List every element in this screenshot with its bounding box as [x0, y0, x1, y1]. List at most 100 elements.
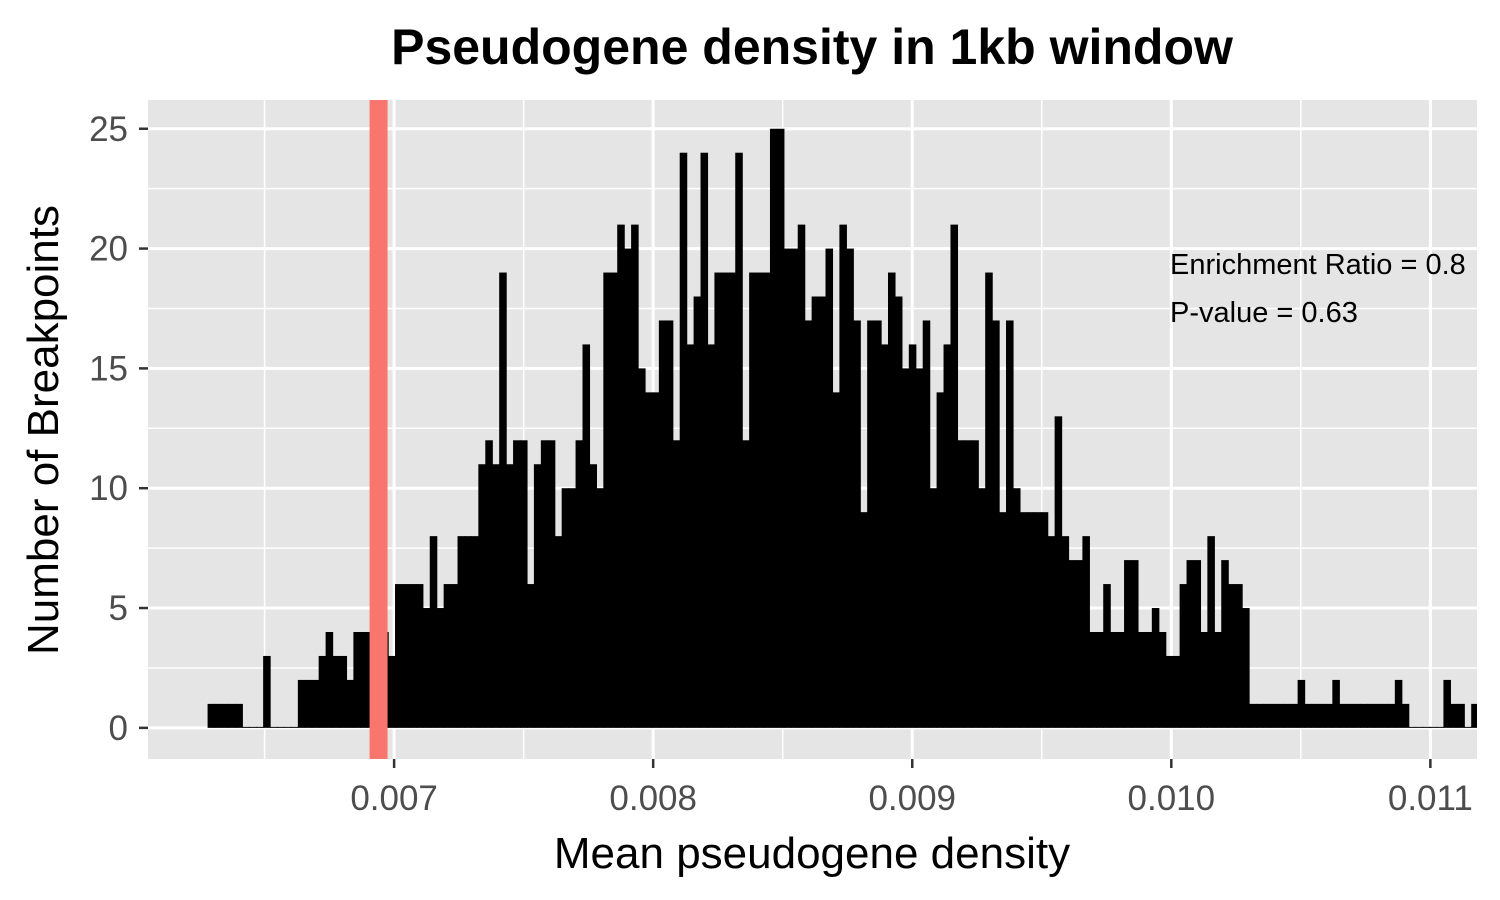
histogram-bar — [1075, 560, 1083, 728]
x-tick-label: 0.011 — [1388, 779, 1473, 818]
histogram-bar — [1276, 703, 1285, 728]
histogram-bar — [1353, 703, 1361, 728]
histogram-bar — [1443, 679, 1451, 728]
histogram-bar — [1318, 703, 1326, 728]
x-tick-label: 0.007 — [350, 779, 438, 818]
histogram-bar — [776, 128, 785, 728]
histogram-bar — [790, 248, 799, 728]
histogram-bar — [506, 464, 514, 728]
histogram-bar — [450, 584, 459, 728]
histogram-bar — [1450, 703, 1458, 728]
histogram-bar — [388, 655, 396, 728]
y-axis-title: Number of Breakpoints — [19, 205, 68, 655]
histogram-bar — [1006, 320, 1014, 728]
observed-value-line — [369, 100, 388, 759]
histogram-bar — [1172, 655, 1181, 728]
histogram-bar — [1346, 703, 1354, 728]
histogram-bar — [825, 248, 834, 728]
histogram-bar — [887, 272, 896, 728]
histogram-bar — [1422, 726, 1431, 728]
y-tick-label: 15 — [89, 349, 128, 388]
histogram-bar — [1269, 703, 1278, 728]
histogram-bar — [1096, 631, 1104, 728]
histogram-bar — [290, 726, 299, 728]
histogram-bar — [742, 440, 750, 728]
histogram-bar — [513, 440, 521, 728]
histogram-bar — [1082, 536, 1090, 728]
histogram-bars — [207, 128, 1479, 728]
x-axis-title: Mean pseudogene density — [554, 829, 1070, 878]
histogram-bar — [1408, 726, 1417, 728]
histogram-bar — [1047, 536, 1056, 728]
histogram-bar — [1360, 703, 1368, 728]
histogram-bar — [874, 320, 882, 728]
histogram-bar — [214, 703, 223, 728]
histogram-bar — [700, 152, 709, 728]
histogram-bar — [603, 272, 611, 728]
histogram-bar — [464, 536, 473, 728]
histogram-bar — [207, 703, 216, 728]
histogram-bar — [957, 440, 965, 728]
histogram-bar — [818, 296, 827, 728]
histogram-bar — [1200, 631, 1208, 728]
histogram-bar — [1380, 703, 1389, 728]
histogram-bar — [860, 512, 868, 728]
histogram-bar — [582, 344, 591, 728]
histogram-bar — [1110, 631, 1118, 728]
histogram-bar — [728, 272, 736, 728]
histogram-bar — [1179, 584, 1188, 728]
histogram-bar — [277, 726, 285, 728]
histogram-bar — [228, 703, 236, 728]
histogram-bar — [693, 296, 702, 728]
histogram-bar — [631, 224, 639, 728]
histogram-bar — [429, 536, 438, 728]
chart-title: Pseudogene density in 1kb window — [391, 19, 1233, 75]
histogram-bar — [971, 440, 979, 728]
histogram-bar — [686, 344, 695, 728]
histogram-bar — [1103, 584, 1111, 728]
histogram-bar — [943, 344, 952, 728]
histogram-bar — [589, 464, 597, 728]
histogram-bar — [721, 272, 729, 728]
histogram-bar — [408, 584, 417, 728]
histogram-bar — [894, 296, 903, 728]
histogram-bar — [304, 679, 313, 728]
histogram-bar — [478, 464, 486, 728]
histogram-bar — [1012, 488, 1021, 728]
histogram-bar — [978, 488, 986, 728]
histogram-bar — [1033, 512, 1042, 728]
histogram-bar — [999, 512, 1007, 728]
histogram-bar — [1262, 703, 1271, 728]
histogram-bar — [575, 440, 584, 728]
histogram-bar — [1401, 703, 1410, 728]
histogram-bar — [964, 440, 972, 728]
histogram-bar — [1040, 512, 1049, 728]
histogram-bar — [235, 703, 243, 728]
histogram-bar — [929, 488, 938, 728]
histogram-bar — [533, 464, 542, 728]
histogram-bar — [1373, 703, 1382, 728]
histogram-bar — [651, 392, 660, 728]
histogram-bar — [644, 392, 653, 728]
histogram-bar — [1304, 703, 1313, 728]
histogram-bar — [1471, 703, 1479, 728]
histogram-bar — [638, 368, 646, 728]
histogram-bar — [749, 272, 757, 728]
histogram-bar — [756, 272, 764, 728]
histogram-bar — [714, 272, 722, 728]
histogram-bar — [1255, 703, 1264, 728]
histogram-bar — [457, 536, 466, 728]
histogram-bar — [1464, 726, 1472, 728]
y-tick-label: 10 — [89, 469, 128, 508]
histogram-bar — [1242, 608, 1250, 728]
histogram-bar — [332, 655, 341, 728]
histogram-bar — [249, 726, 257, 728]
histogram-bar — [763, 272, 771, 728]
histogram-bar — [1214, 631, 1222, 728]
histogram-bar — [485, 440, 493, 728]
histogram-bar — [881, 344, 889, 728]
histogram-bar — [915, 368, 924, 728]
histogram-bar — [922, 320, 931, 728]
histogram-bar — [901, 368, 910, 728]
histogram-bar — [908, 344, 917, 728]
